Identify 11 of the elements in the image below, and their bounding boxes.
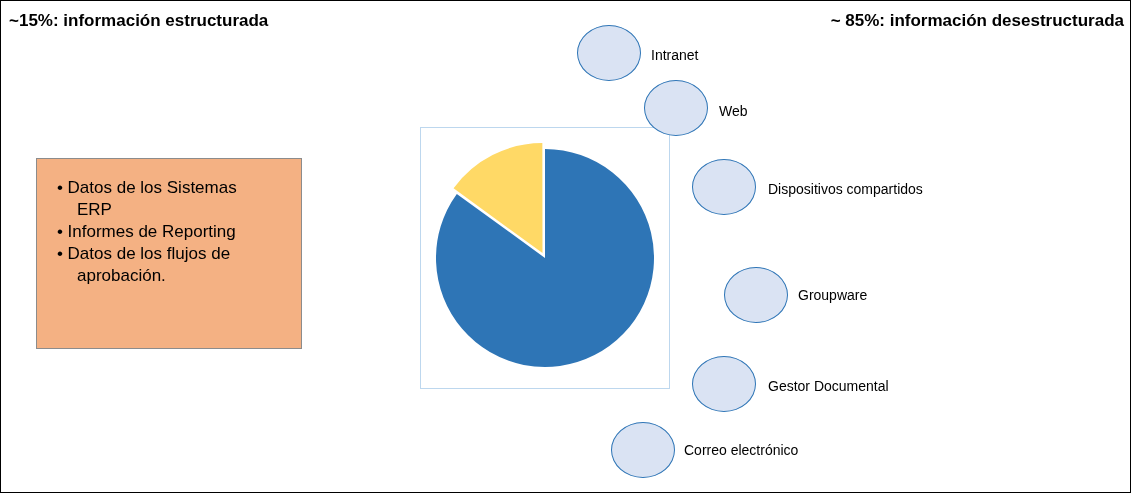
text: Correo electrónico: [684, 442, 799, 458]
text: Groupware: [798, 287, 868, 303]
text: ~15%: información estructurada: [9, 11, 269, 31]
text: • Informes de Reporting: [57, 221, 237, 243]
text: Web: [719, 103, 748, 119]
text: • Datos de los Sistemas ERP: [57, 177, 238, 221]
text: ~ 85%: información desestructurada: [830, 11, 1124, 31]
text: Dispositivos compartidos: [768, 181, 923, 197]
text: Gestor Documental: [768, 378, 889, 394]
text: • Datos de los flujos de aprobación.: [57, 243, 232, 287]
text: Intranet: [651, 47, 699, 63]
